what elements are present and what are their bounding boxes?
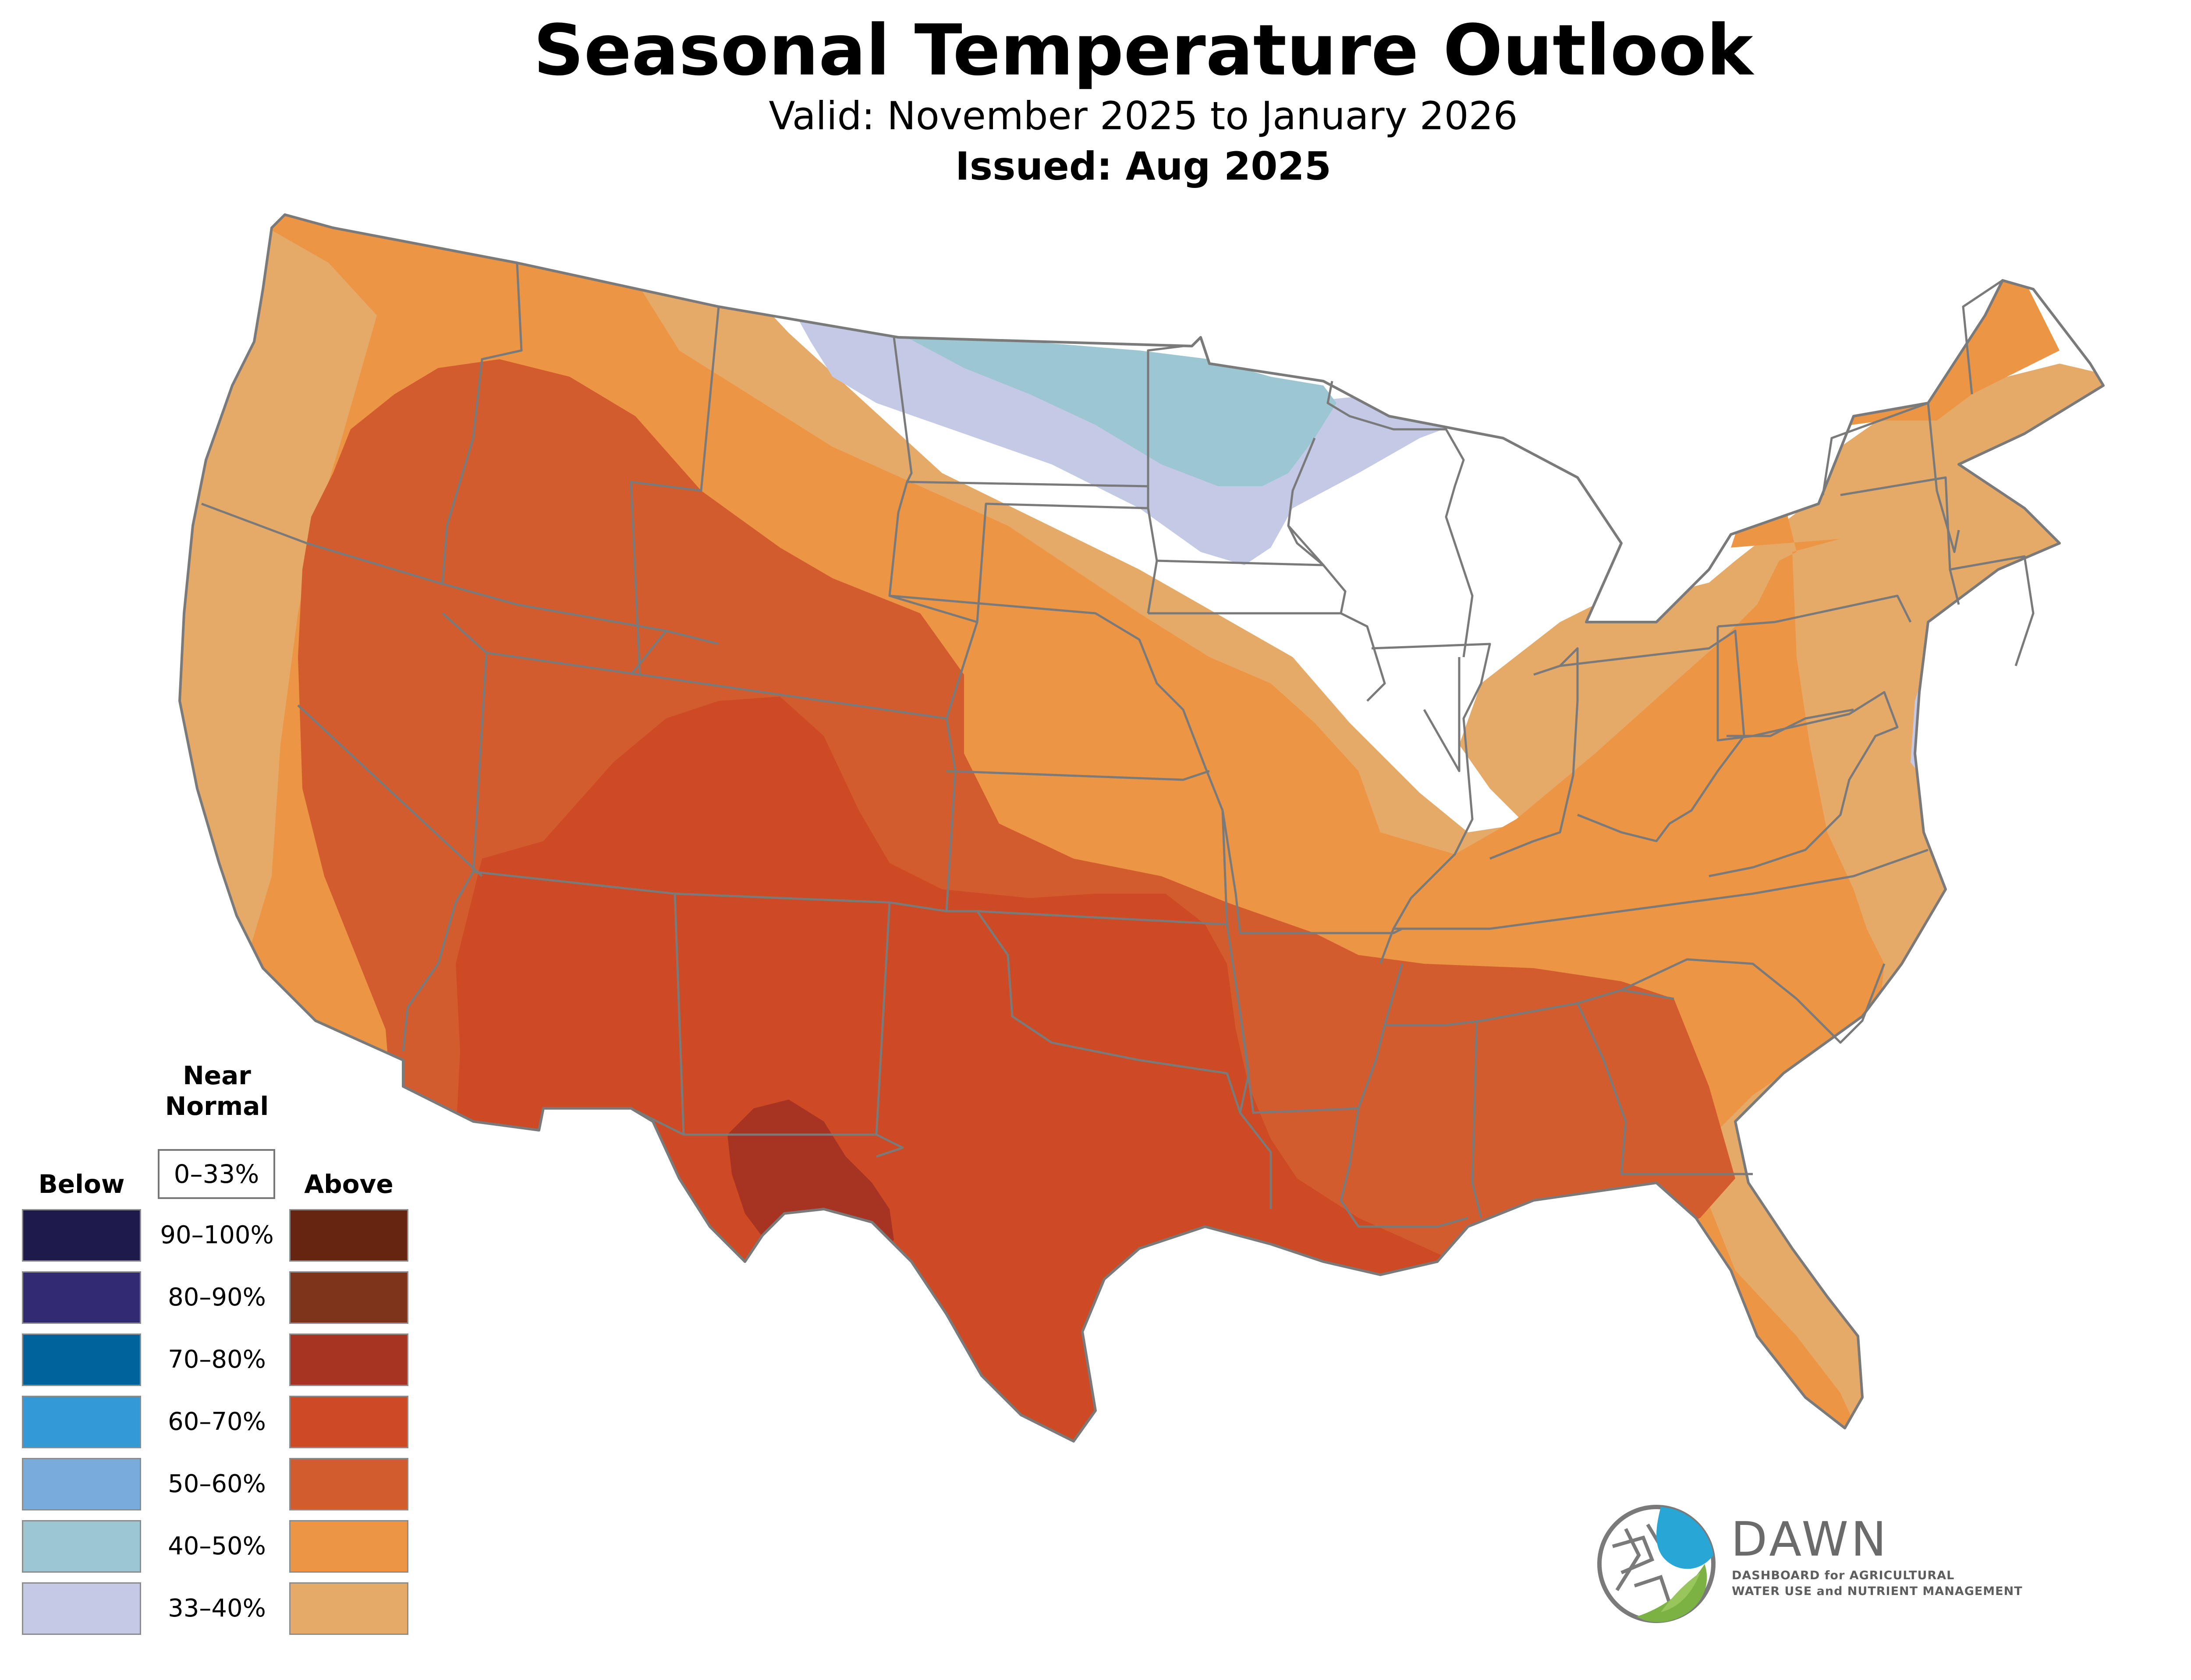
below-swatch-80-90 — [22, 1271, 141, 1324]
below-swatch-50-60 — [22, 1458, 141, 1510]
below-swatch-90-100 — [22, 1209, 141, 1262]
above-swatch-40-50 — [289, 1520, 408, 1573]
near-normal-label: Near Normal — [158, 1060, 276, 1121]
near-normal-word-2: Normal — [165, 1091, 269, 1121]
below-swatch-33-40 — [22, 1582, 141, 1635]
dawn-logo-text: DAWN — [1731, 1512, 1889, 1567]
near-normal-word-1: Near — [183, 1061, 251, 1090]
dawn-logo-line-2: WATER USE and NUTRIENT MANAGEMENT — [1732, 1585, 2023, 1598]
legend-range: 50–60% — [168, 1470, 266, 1498]
near-normal-swatch: 0–33% — [158, 1149, 275, 1199]
above-swatch-90-100 — [289, 1209, 408, 1262]
legend-range: 33–40% — [168, 1594, 266, 1623]
legend-range: 90–100% — [160, 1221, 274, 1249]
below-swatch-60-70 — [22, 1396, 141, 1448]
below-label: Below — [38, 1169, 125, 1199]
valid-period: Valid: November 2025 to January 2026 — [769, 93, 1518, 138]
state-boundaries — [201, 262, 2035, 1228]
legend-range: 70–80% — [168, 1345, 266, 1374]
dawn-logo-icon — [1597, 1505, 1716, 1623]
legend-range: 60–70% — [168, 1408, 266, 1436]
dawn-logo-line-1: DASHBOARD for AGRICULTURAL — [1732, 1569, 1955, 1582]
issued-date: Issued: Aug 2025 — [955, 144, 1331, 189]
map-title: Seasonal Temperature Outlook — [533, 9, 1753, 91]
above-swatch-60-70 — [289, 1396, 408, 1448]
above-label: Above — [304, 1169, 394, 1199]
below-40-50-zone — [898, 333, 1337, 486]
below-swatch-70-80 — [22, 1333, 141, 1386]
above-swatch-50-60 — [289, 1458, 408, 1510]
legend-range: 80–90% — [168, 1283, 266, 1312]
above-swatch-80-90 — [289, 1271, 408, 1324]
above-swatch-70-80 — [289, 1333, 408, 1386]
legend-range: 40–50% — [168, 1532, 266, 1560]
above-swatch-33-40 — [289, 1582, 408, 1635]
below-swatch-40-50 — [22, 1520, 141, 1573]
